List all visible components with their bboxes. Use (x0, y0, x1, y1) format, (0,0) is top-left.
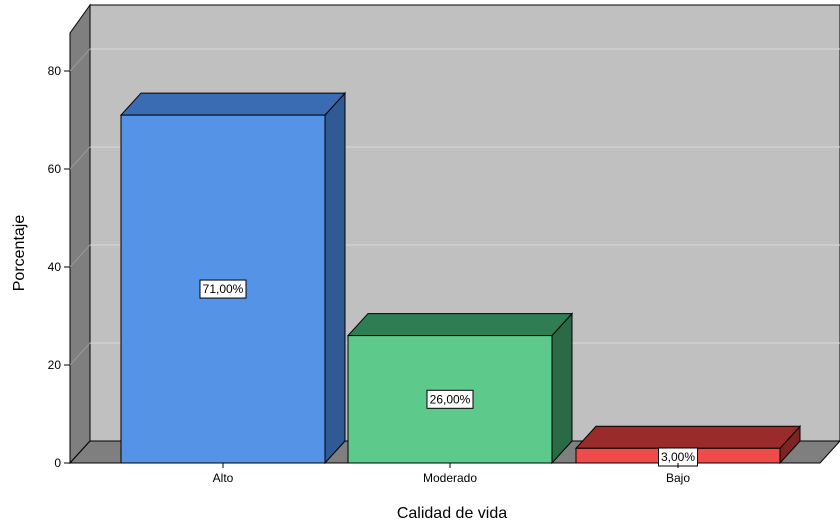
data-label-box (199, 279, 247, 299)
x-category-label: Moderado (423, 471, 477, 485)
bar-top (346, 313, 574, 337)
x-categories: Alto Moderado Bajo (213, 463, 690, 485)
bar-bajo: 3,00% (574, 425, 802, 467)
y-ticks: 0 20 40 60 80 (48, 64, 70, 470)
y-tick-label: 40 (48, 260, 62, 274)
x-axis-title: Calidad de vida (397, 505, 507, 522)
bars: 71,00% 26,00% 3,00% (119, 91, 802, 467)
data-label-box (426, 389, 474, 409)
y-tick-label: 80 (48, 64, 62, 78)
x-category-label: Bajo (666, 471, 690, 485)
y-axis-title: Porcentaje (11, 215, 28, 292)
bar-side (324, 91, 346, 465)
y-tick-label: 60 (48, 162, 62, 176)
bar-alto: 71,00% (119, 91, 347, 465)
bar-top (119, 92, 347, 116)
data-label: 3,00% (661, 450, 695, 464)
x-category-label: Alto (213, 471, 234, 485)
bar-top (574, 425, 802, 449)
bar-side (551, 312, 573, 465)
bar-front (120, 114, 326, 464)
data-label: 26,00% (430, 392, 471, 406)
gridline-side (69, 342, 91, 366)
gridline-side (69, 146, 91, 170)
gridline-side (69, 48, 91, 72)
gridline-side (69, 244, 91, 268)
bar-moderado: 26,00% (346, 312, 574, 465)
left-wall (69, 3, 91, 465)
y-tick-label: 0 (54, 456, 61, 470)
y-tick-label: 20 (48, 358, 62, 372)
data-label: 71,00% (203, 282, 244, 296)
